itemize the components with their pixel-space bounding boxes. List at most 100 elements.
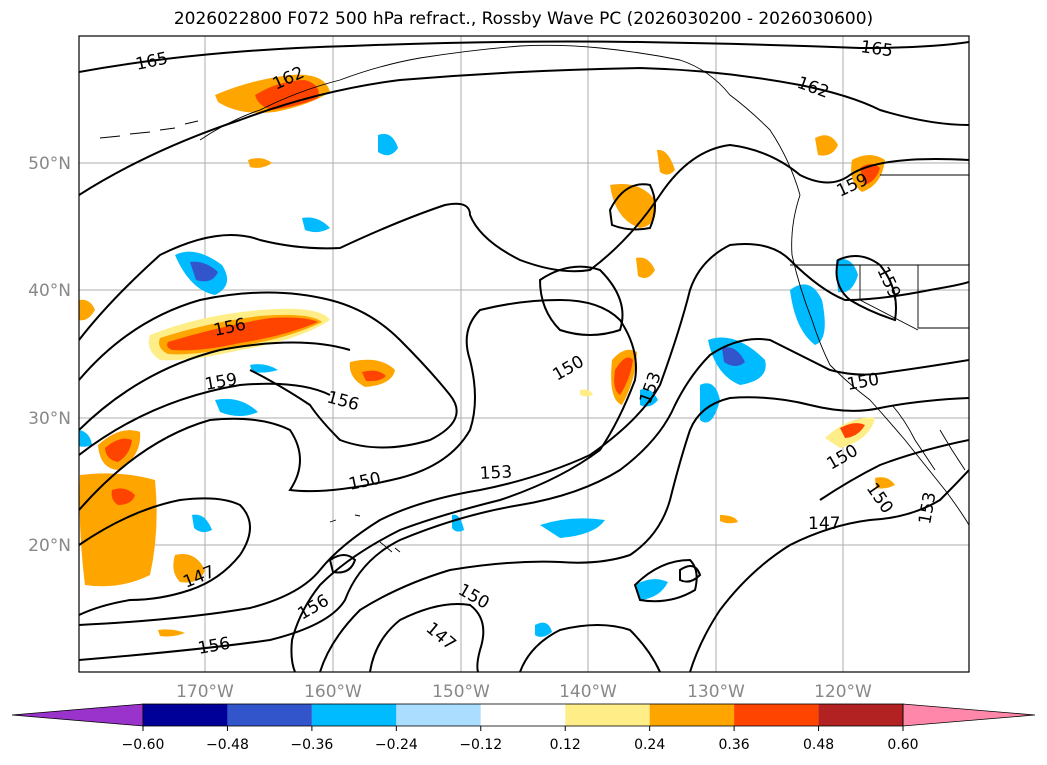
contour-line bbox=[79, 338, 969, 661]
colorbar-swatch bbox=[480, 704, 566, 726]
contour-line bbox=[79, 298, 637, 672]
colorbar-swatch bbox=[227, 704, 312, 726]
lat-label: 20°N bbox=[28, 536, 71, 556]
contour-line bbox=[79, 66, 969, 196]
contour-label: 153 bbox=[479, 462, 512, 484]
positive-anomaly-patch bbox=[636, 257, 655, 278]
contour-lines bbox=[79, 40, 969, 672]
colorbar-tick-label: −0.12 bbox=[459, 737, 502, 753]
contour-line bbox=[79, 243, 969, 626]
positive-anomaly-patch bbox=[167, 317, 318, 351]
contour-line bbox=[79, 497, 251, 616]
aleutian-islands bbox=[99, 120, 199, 139]
contour-line bbox=[79, 40, 969, 73]
colorbar-tick-label: 0.12 bbox=[550, 737, 581, 753]
negative-anomaly-patch bbox=[836, 259, 858, 293]
negative-anomaly-patch bbox=[378, 133, 398, 156]
positive-anomaly-patch bbox=[875, 477, 895, 489]
colorbar-frame bbox=[142, 703, 904, 727]
colorbar-swatch bbox=[565, 704, 650, 726]
contour-line bbox=[369, 603, 485, 672]
colorbar-swatch bbox=[396, 704, 481, 726]
contour-line bbox=[328, 554, 357, 574]
contour-line bbox=[689, 469, 969, 672]
colorbar-swatch bbox=[818, 704, 903, 726]
colorbar-swatch bbox=[734, 704, 819, 726]
colorbar-tick-label: −0.60 bbox=[122, 737, 165, 753]
map-frame bbox=[78, 35, 970, 673]
colorbar-tick-label: 0.36 bbox=[719, 737, 750, 753]
positive-anomaly-patch bbox=[840, 423, 865, 438]
contour-label: 147 bbox=[808, 514, 840, 534]
longitude-labels: 170°W 160°W 150°W 140°W 130°W 120°W bbox=[176, 682, 872, 702]
contour-line bbox=[538, 265, 624, 336]
negative-anomaly-patch bbox=[79, 430, 92, 447]
contour-line bbox=[79, 341, 351, 456]
negative-anomaly-patch bbox=[540, 518, 605, 538]
negative-anomaly-patch bbox=[452, 514, 464, 532]
negative-anomaly-patch bbox=[302, 217, 330, 233]
negative-anomaly-patch bbox=[192, 514, 212, 533]
lon-label: 130°W bbox=[687, 682, 745, 702]
colorbar-swatch bbox=[311, 704, 397, 726]
positive-anomaly-patch bbox=[815, 135, 838, 156]
colorbar-tick-label: 0.24 bbox=[634, 737, 665, 753]
alaska-coast bbox=[199, 44, 801, 196]
figure-title: 2026022800 F072 500 hPa refract., Rossby… bbox=[173, 9, 874, 29]
contour-line bbox=[819, 439, 969, 501]
contour-line bbox=[608, 183, 656, 231]
positive-anomaly-patch bbox=[720, 515, 738, 524]
positive-anomaly-patch bbox=[158, 629, 185, 637]
positive-anomaly-patch bbox=[580, 389, 593, 397]
lon-label: 120°W bbox=[814, 682, 872, 702]
positive-anomaly-patch bbox=[248, 158, 272, 168]
negative-anomaly-patch bbox=[250, 364, 278, 373]
filled-anomalies bbox=[79, 74, 895, 637]
negative-anomaly-patch bbox=[790, 284, 825, 345]
contour-line bbox=[519, 624, 661, 672]
contour-line bbox=[79, 291, 458, 449]
positive-anomaly-patch bbox=[173, 554, 205, 583]
negative-anomaly-patch bbox=[635, 579, 668, 600]
lat-label: 50°N bbox=[28, 154, 71, 174]
contour-label: 165 bbox=[859, 37, 894, 61]
positive-anomaly-patch bbox=[614, 357, 633, 395]
positive-anomaly-patch bbox=[362, 370, 386, 382]
lon-label: 160°W bbox=[304, 682, 362, 702]
lon-label: 170°W bbox=[176, 682, 234, 702]
contour-line bbox=[633, 558, 702, 603]
positive-anomaly-patch bbox=[860, 164, 880, 185]
contour-line bbox=[79, 143, 969, 341]
positive-anomaly-patch bbox=[79, 299, 95, 321]
lon-label: 140°W bbox=[559, 682, 617, 702]
colorbar-tick-label: −0.36 bbox=[290, 737, 333, 753]
contour-line bbox=[835, 255, 897, 322]
lon-label: 150°W bbox=[432, 682, 490, 702]
negative-anomaly-patch bbox=[640, 388, 658, 407]
positive-anomaly-patch bbox=[111, 488, 135, 505]
colorbar-tick-label: 0.60 bbox=[887, 737, 918, 753]
colorbar-extend-high bbox=[902, 703, 1036, 727]
contour-line bbox=[319, 396, 969, 672]
negative-anomaly-patch bbox=[535, 622, 552, 637]
negative-anomaly-patch bbox=[722, 347, 745, 366]
negative-anomaly-patch bbox=[700, 383, 720, 423]
positive-anomaly-patch bbox=[79, 473, 157, 587]
colorbar-tick-label: 0.48 bbox=[803, 737, 834, 753]
gridlines bbox=[79, 36, 969, 672]
positive-anomaly-patch bbox=[657, 149, 675, 175]
colorbar-swatch bbox=[649, 704, 735, 726]
colorbar-tick-label: −0.24 bbox=[375, 737, 418, 753]
positive-anomaly-patch bbox=[105, 438, 132, 462]
negative-anomaly-patch bbox=[190, 261, 218, 282]
contour-labels: 165 165 162 162 159 159 159 156 156 156 … bbox=[134, 37, 941, 659]
hawaiian-islands bbox=[329, 514, 401, 553]
colorbar-tick-label: −0.48 bbox=[206, 737, 249, 753]
positive-anomaly-patch bbox=[255, 80, 319, 110]
colorbar-extend-low bbox=[11, 703, 144, 727]
latitude-labels: 50°N 40°N 30°N 20°N bbox=[28, 154, 71, 556]
colorbar-swatch bbox=[143, 704, 228, 726]
lat-label: 40°N bbox=[28, 281, 71, 301]
